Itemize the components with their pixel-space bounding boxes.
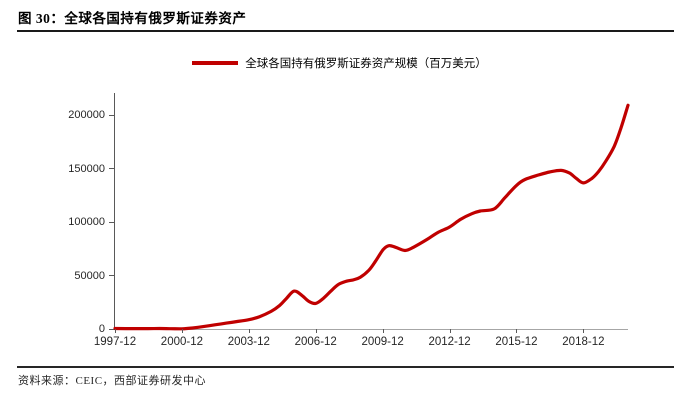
x-axis-tick-label: 2009-12 (361, 336, 404, 348)
chart-legend: 全球各国持有俄罗斯证券资产规模（百万美元） (0, 55, 679, 71)
y-axis-tick-label: 150000 (68, 162, 105, 175)
x-axis-tick-label: 2015-12 (495, 336, 538, 348)
x-axis-tick (248, 329, 250, 333)
y-axis-tick (109, 221, 114, 223)
x-axis-tick (315, 329, 317, 333)
x-axis-tick (181, 329, 183, 333)
y-axis-tick (109, 114, 114, 116)
y-axis-tick-label: 0 (98, 323, 105, 335)
x-axis-tick-label: 2012-12 (428, 336, 471, 348)
y-axis-tick (109, 168, 114, 170)
x-axis-tick (382, 329, 384, 333)
x-axis-tick-label: 2000-12 (160, 336, 204, 348)
source-note: 资料来源：CEIC，西部证券研发中心 (18, 375, 207, 387)
footer-divider (17, 366, 674, 368)
y-axis-tick-label: 50000 (74, 269, 105, 282)
x-axis-tick (449, 329, 451, 333)
x-axis-tick-label: 2018-12 (562, 336, 605, 348)
title-divider (17, 30, 674, 32)
line-series-canvas (113, 103, 630, 331)
x-axis-tick-label: 2006-12 (294, 336, 337, 348)
data-line (113, 103, 630, 331)
y-axis-tick (109, 328, 114, 330)
x-axis-tick (115, 329, 116, 333)
legend-label: 全球各国持有俄罗斯证券资产规模（百万美元） (245, 58, 487, 70)
figure-title: 图 30：全球各国持有俄罗斯证券资产 (18, 11, 247, 26)
plot-area: 0 50000 100000 150000 200000 1997-12 2000-12 20… (68, 93, 630, 348)
y-axis-tick (109, 275, 114, 277)
x-axis-tick (516, 329, 518, 333)
legend-line-swatch (192, 61, 239, 65)
y-axis-tick-label: 100000 (68, 216, 105, 229)
x-axis-tick-label: 2003-12 (227, 336, 270, 348)
x-axis-tick-label: 1997-12 (93, 336, 137, 348)
y-axis-tick-label: 200000 (68, 109, 105, 122)
x-axis-tick (583, 329, 585, 333)
